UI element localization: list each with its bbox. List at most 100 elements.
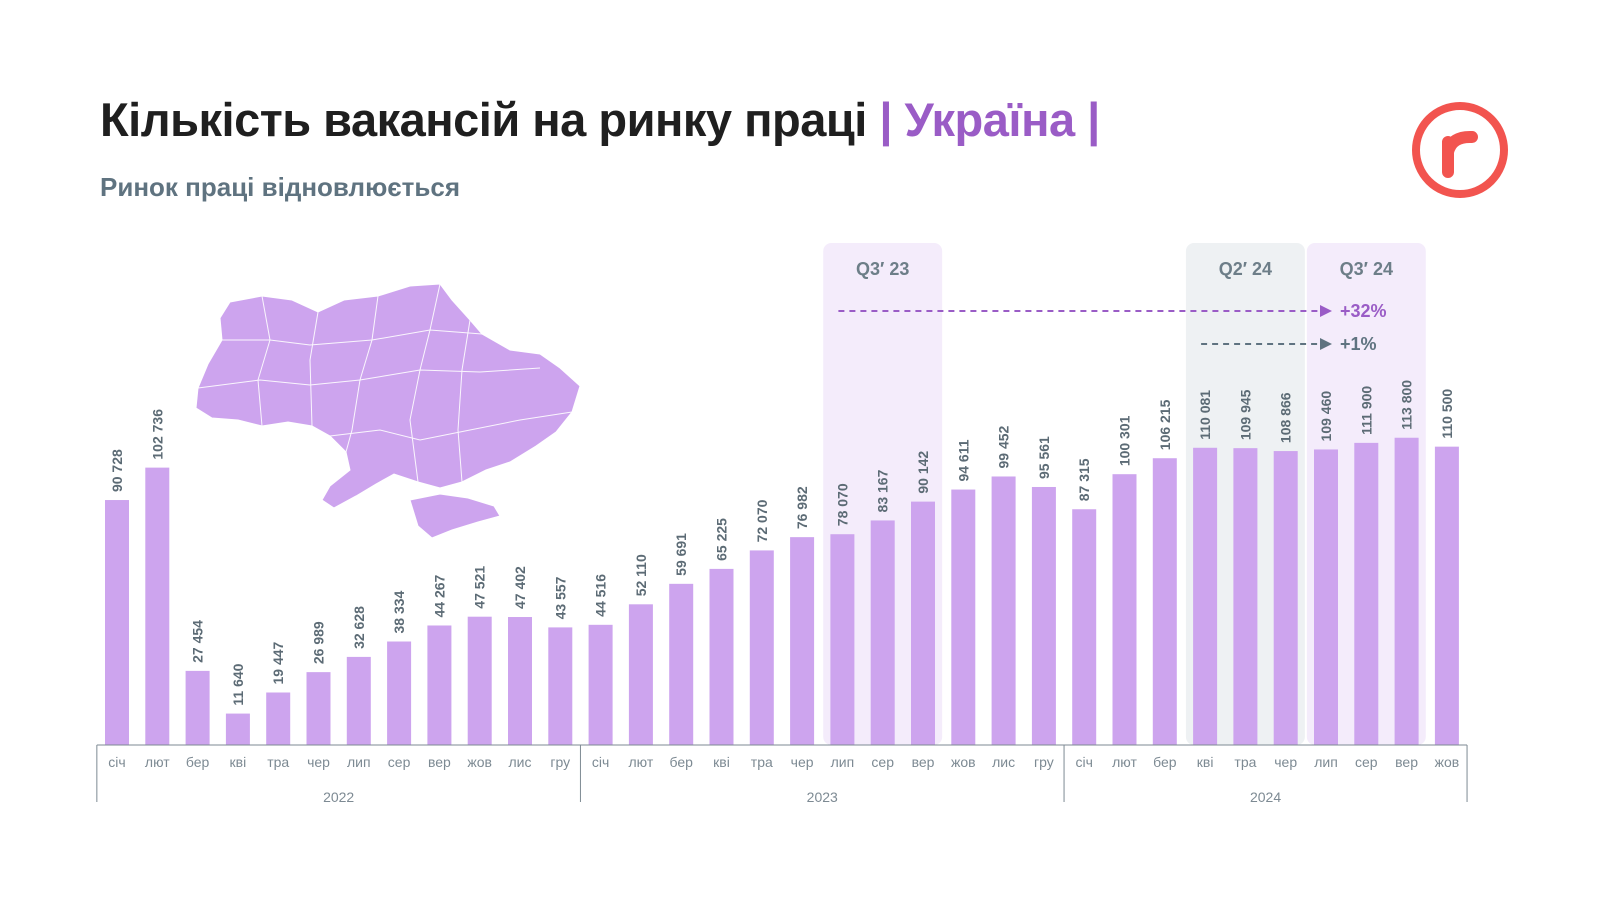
month-tick-label: лис xyxy=(509,754,532,770)
bar xyxy=(387,641,412,745)
bar-value-label: 83 167 xyxy=(875,469,891,512)
month-tick-label: кві xyxy=(713,754,730,770)
month-tick-label: чер xyxy=(1274,754,1297,770)
bar-value-label: 65 225 xyxy=(714,518,730,561)
bar xyxy=(1072,509,1097,745)
bar xyxy=(749,550,774,745)
bar xyxy=(1434,446,1459,745)
year-label: 2024 xyxy=(1250,789,1281,805)
bar xyxy=(145,467,170,745)
bar xyxy=(1354,442,1379,745)
bar xyxy=(790,537,815,745)
bar-value-label: 52 110 xyxy=(633,554,649,596)
quarter-label: Q3′ 23 xyxy=(856,259,909,279)
bar xyxy=(548,627,573,745)
month-tick-label: вер xyxy=(912,754,935,770)
bar-value-label: 109 945 xyxy=(1237,389,1253,440)
year-label: 2023 xyxy=(807,789,838,805)
bar-value-label: 108 866 xyxy=(1278,392,1294,443)
bar xyxy=(306,672,331,745)
bar xyxy=(266,692,291,745)
month-tick-label: січ xyxy=(108,754,125,770)
quarter-label: Q2′ 24 xyxy=(1219,259,1272,279)
bar-value-label: 109 460 xyxy=(1318,391,1334,442)
comparison-label: +1% xyxy=(1340,334,1377,354)
bar-value-label: 90 728 xyxy=(109,449,125,492)
bar-value-label: 44 516 xyxy=(593,574,609,617)
bar-value-label: 110 500 xyxy=(1439,389,1455,439)
bar-value-label: 111 900 xyxy=(1358,386,1374,435)
month-tick-label: сер xyxy=(1355,754,1378,770)
bar xyxy=(991,476,1016,745)
bar xyxy=(951,489,976,745)
bar xyxy=(225,713,250,745)
month-tick-label: вер xyxy=(428,754,451,770)
bar xyxy=(1193,447,1218,745)
bar-value-label: 78 070 xyxy=(834,483,850,526)
bar xyxy=(1031,486,1056,745)
month-tick-label: тра xyxy=(267,754,289,770)
month-tick-label: лют xyxy=(1112,754,1137,770)
bar xyxy=(1314,449,1338,745)
comparison-arrows: +32% +1% xyxy=(838,301,1387,354)
page-title: Кількість вакансій на ринку праці | Укра… xyxy=(100,92,1100,147)
bar-value-label: 94 611 xyxy=(955,439,971,481)
title-accent: | Україна | xyxy=(879,93,1100,146)
bar xyxy=(427,625,452,745)
month-tick-label: лют xyxy=(629,754,654,770)
month-tick-label: сер xyxy=(388,754,411,770)
bar xyxy=(1112,474,1137,745)
bar-value-label: 27 454 xyxy=(190,620,206,663)
month-tick-label: кві xyxy=(230,754,247,770)
bar xyxy=(105,500,129,745)
brand-logo-icon xyxy=(1412,102,1508,198)
month-tick-label: бер xyxy=(186,754,210,770)
bar xyxy=(628,604,653,745)
bar xyxy=(508,617,532,745)
month-tick-label: сер xyxy=(871,754,894,770)
bar xyxy=(709,568,734,745)
bar-value-label: 47 402 xyxy=(512,566,528,609)
month-tick-label: жов xyxy=(467,754,492,770)
title-main: Кількість вакансій на ринку праці xyxy=(100,93,867,146)
x-axis: січ лют бер кві тра чер лип сер вер жов лис гру січ л… xyxy=(96,744,1468,805)
bar-value-label: 90 142 xyxy=(915,451,931,494)
bar xyxy=(1233,448,1258,745)
bar-value-label: 47 521 xyxy=(472,566,488,609)
bar-value-label: 100 301 xyxy=(1117,415,1133,466)
bar xyxy=(588,624,613,745)
bar-value-label: 113 800 xyxy=(1399,380,1415,430)
bar xyxy=(1273,451,1298,745)
month-tick-label: лют xyxy=(145,754,170,770)
month-tick-label: тра xyxy=(751,754,773,770)
month-tick-label: чер xyxy=(791,754,814,770)
bar-value-label: 11 640 xyxy=(230,663,246,705)
month-tick-label: гру xyxy=(550,754,570,770)
bar xyxy=(830,534,855,745)
ukraine-map-icon xyxy=(195,283,581,539)
bar xyxy=(1152,458,1177,745)
month-tick-label: гру xyxy=(1034,754,1054,770)
bar xyxy=(669,583,694,745)
arrow-head-icon xyxy=(1320,338,1332,350)
bar-value-label: 38 334 xyxy=(391,590,407,633)
bar-value-label: 76 982 xyxy=(794,486,810,529)
month-tick-label: лип xyxy=(347,754,371,770)
month-tick-label: кві xyxy=(1197,754,1214,770)
month-tick-label: вер xyxy=(1395,754,1418,770)
bar xyxy=(1394,437,1419,745)
bar-value-label: 110 081 xyxy=(1197,390,1213,440)
bar-value-label: 95 561 xyxy=(1036,436,1052,479)
month-tick-label: жов xyxy=(951,754,976,770)
quarter-label: Q3′ 24 xyxy=(1340,259,1393,279)
bar-value-label: 72 070 xyxy=(754,499,770,542)
bar xyxy=(467,616,492,745)
year-label: 2022 xyxy=(323,789,354,805)
month-tick-label: лип xyxy=(831,754,855,770)
month-tick-label: січ xyxy=(1075,754,1092,770)
bar-value-label: 32 628 xyxy=(351,606,367,649)
month-tick-label: чер xyxy=(307,754,330,770)
bar xyxy=(870,520,895,745)
bar-value-label: 87 315 xyxy=(1076,458,1092,501)
